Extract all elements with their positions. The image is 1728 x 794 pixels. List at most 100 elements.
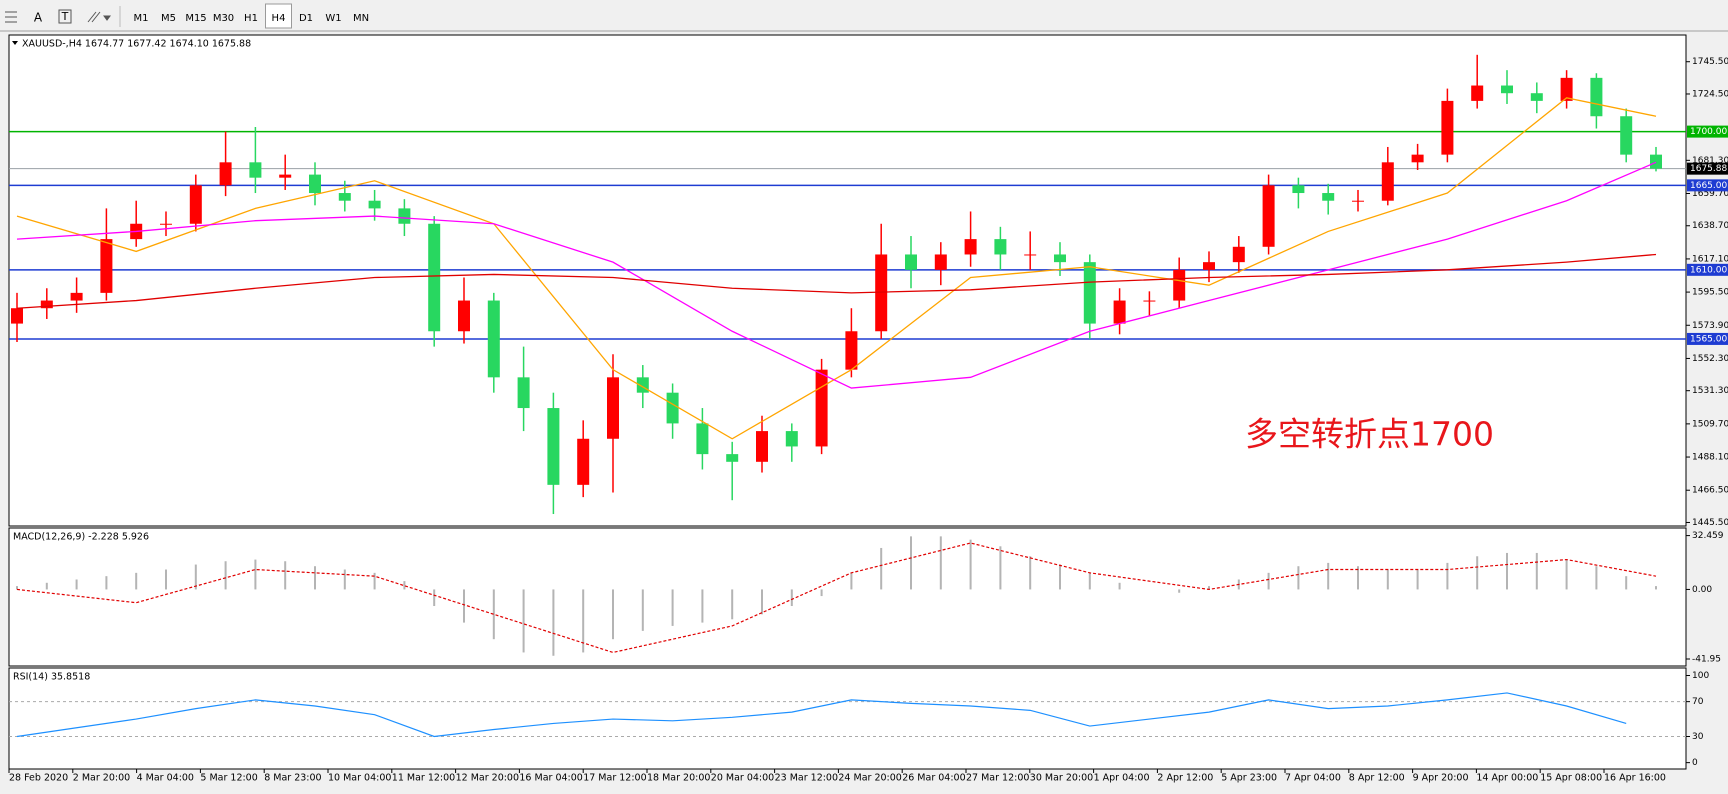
timeframe-button[interactable]: H4 [272, 13, 286, 24]
y-tick-label: 1659.70 [1692, 189, 1728, 199]
macd-bar [45, 582, 48, 590]
macd-bar [314, 566, 316, 590]
x-tick-label: 15 Apr 08:00 [1540, 773, 1602, 784]
candle-body [934, 254, 947, 270]
macd-bar [194, 564, 197, 590]
macd-bar [731, 589, 734, 620]
timeframe-button[interactable]: H1 [244, 13, 258, 24]
candle-body [1203, 262, 1215, 270]
x-tick-label: 28 Feb 2020 [9, 773, 68, 784]
panel [8, 667, 1687, 770]
x-tick-label: 27 Mar 12:00 [966, 773, 1029, 784]
candle-body [1292, 185, 1305, 194]
candle-body [845, 331, 858, 370]
macd-bar [463, 589, 465, 623]
macd-bar [552, 589, 555, 656]
x-tick-label: 11 Mar 12:00 [392, 773, 455, 784]
macd-bar [820, 589, 823, 597]
level-label: 1610.00 [1690, 265, 1727, 275]
candle-body [458, 300, 470, 332]
x-tick-label: 14 Apr 00:00 [1476, 773, 1538, 784]
macd-bar [492, 589, 495, 640]
macd-bar [761, 589, 763, 615]
timeframe-button[interactable]: MN [353, 13, 369, 24]
macd-bar [1029, 556, 1032, 590]
macd-bar [433, 589, 436, 607]
candle-body [1650, 154, 1662, 169]
x-tick-label: 20 Mar 04:00 [711, 773, 774, 784]
indicator-title: RSI(14) 35.8518 [13, 672, 90, 683]
macd-bar [1267, 572, 1270, 590]
level-tag [1687, 263, 1728, 276]
macd-bar [1178, 589, 1181, 593]
candle-body [1054, 254, 1066, 263]
timeframe-button[interactable]: D1 [299, 13, 313, 24]
candle-body [1530, 93, 1543, 101]
y-tick-label: 1745.50 [1692, 57, 1728, 67]
level-label: 1700.00 [1690, 127, 1727, 137]
y-tick-label: 0 [1692, 758, 1698, 768]
crosshair-tool[interactable] [5, 11, 17, 23]
timeframe-button[interactable]: M30 [213, 13, 234, 24]
macd-bar [1506, 552, 1508, 590]
x-tick-label: 5 Mar 12:00 [200, 773, 257, 784]
x-tick-label: 12 Mar 20:00 [456, 773, 519, 784]
candle-body [666, 392, 679, 424]
macd-bar [969, 539, 972, 590]
level-tag [1687, 179, 1728, 192]
y-tick-label: 1638.70 [1692, 221, 1728, 231]
macd-bar [939, 536, 942, 590]
macd-bar [105, 576, 108, 590]
candle-body [189, 185, 202, 224]
macd-bar [641, 589, 644, 631]
x-tick-label: 8 Apr 12:00 [1349, 773, 1405, 784]
x-tick-label: 9 Apr 20:00 [1413, 773, 1469, 784]
timeframe-button[interactable]: W1 [325, 13, 341, 24]
candle-body [726, 454, 739, 462]
candle-body [1173, 269, 1186, 301]
macd-bar [1595, 566, 1598, 590]
x-tick-label: 23 Mar 12:00 [775, 773, 838, 784]
macd-bar [1535, 552, 1538, 590]
timeframe-button[interactable]: M15 [185, 13, 206, 24]
toolbar-bg [0, 0, 1728, 31]
x-tick-label: 2 Apr 12:00 [1157, 773, 1213, 784]
macd-bar [16, 586, 18, 590]
macd-bar [1327, 562, 1330, 590]
y-tick-label: 1531.30 [1692, 386, 1728, 396]
y-tick-label: 30 [1692, 732, 1704, 742]
macd-bar [701, 589, 704, 623]
timeframe-button[interactable]: M1 [134, 13, 149, 24]
macd-bar [1297, 566, 1300, 590]
candle-body [70, 292, 83, 301]
indicator-title: XAUUSD-,H4 1674.77 1677.42 1674.10 1675.… [22, 39, 251, 50]
macd-bar [1416, 569, 1419, 590]
macd-bar [1088, 572, 1091, 590]
y-tick-label: 70 [1692, 697, 1704, 707]
last-price-label: 1675.88 [1690, 164, 1727, 174]
candle-body [1024, 254, 1037, 256]
timeframe-button[interactable]: M5 [161, 13, 176, 24]
macd-bar [403, 581, 406, 590]
candle-body [964, 239, 977, 255]
last-price-tag [1687, 162, 1728, 175]
candle-body [994, 239, 1007, 255]
x-tick-label: 4 Mar 04:00 [137, 773, 194, 784]
x-tick-label: 5 Apr 23:00 [1221, 773, 1277, 784]
candle-body [547, 408, 560, 485]
candle-body [338, 193, 351, 201]
shapes-tool[interactable] [87, 11, 111, 23]
x-tick-label: 1 Apr 04:00 [1094, 773, 1150, 784]
level-label: 1565.00 [1690, 334, 1727, 344]
candle-body [1560, 77, 1573, 101]
candle-body [785, 431, 798, 447]
x-tick-label: 2 Mar 20:00 [73, 773, 130, 784]
x-tick-label: 10 Mar 04:00 [328, 773, 391, 784]
y-tick-label: 100 [1692, 671, 1709, 681]
y-tick-label: 1595.50 [1692, 288, 1728, 298]
y-tick-label: 1466.50 [1692, 486, 1728, 496]
text-tool[interactable]: A [34, 11, 43, 25]
candle-body [309, 174, 321, 194]
label-tool[interactable]: T [61, 10, 69, 23]
